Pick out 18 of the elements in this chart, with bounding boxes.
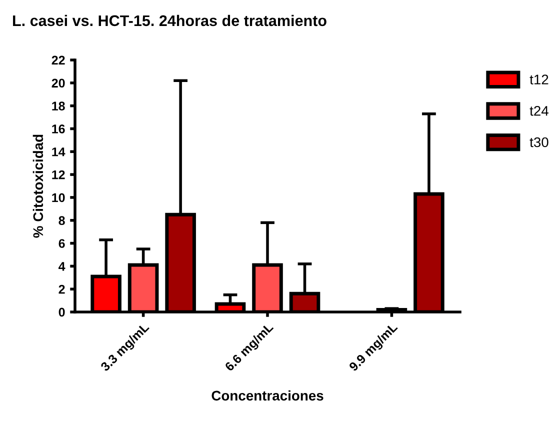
- legend-label: t24: [530, 106, 548, 116]
- y-tick-label: 2: [58, 284, 65, 294]
- chart-title: L. casei vs. HCT-15. 24horas de tratamiento: [13, 14, 326, 26]
- y-axis-title: % Citotoxicidad: [32, 134, 44, 238]
- y-tick-label: 6: [58, 239, 65, 248]
- y-tick-label: 22: [52, 56, 65, 65]
- y-tick-label: 0: [58, 308, 65, 317]
- y-tick-label: 8: [58, 216, 65, 226]
- legend-label: t30: [530, 137, 548, 148]
- y-tick-label: 12: [52, 170, 65, 180]
- y-tick-label: 18: [52, 102, 65, 110]
- y-tick-label: 14: [52, 148, 66, 156]
- y-tick-label: 16: [52, 124, 65, 134]
- y-tick-label: 4: [58, 262, 66, 271]
- y-tick-label: 20: [52, 78, 65, 88]
- legend-label: t12: [530, 74, 548, 84]
- x-axis-title: Concentraciones: [212, 390, 324, 401]
- y-tick-label: 10: [52, 193, 65, 202]
